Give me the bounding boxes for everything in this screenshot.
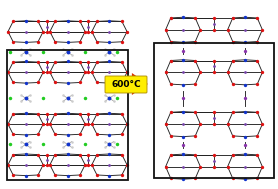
FancyArrow shape — [108, 77, 131, 91]
Text: 600°C: 600°C — [111, 80, 141, 89]
FancyArrow shape — [127, 73, 148, 95]
FancyBboxPatch shape — [105, 76, 147, 93]
